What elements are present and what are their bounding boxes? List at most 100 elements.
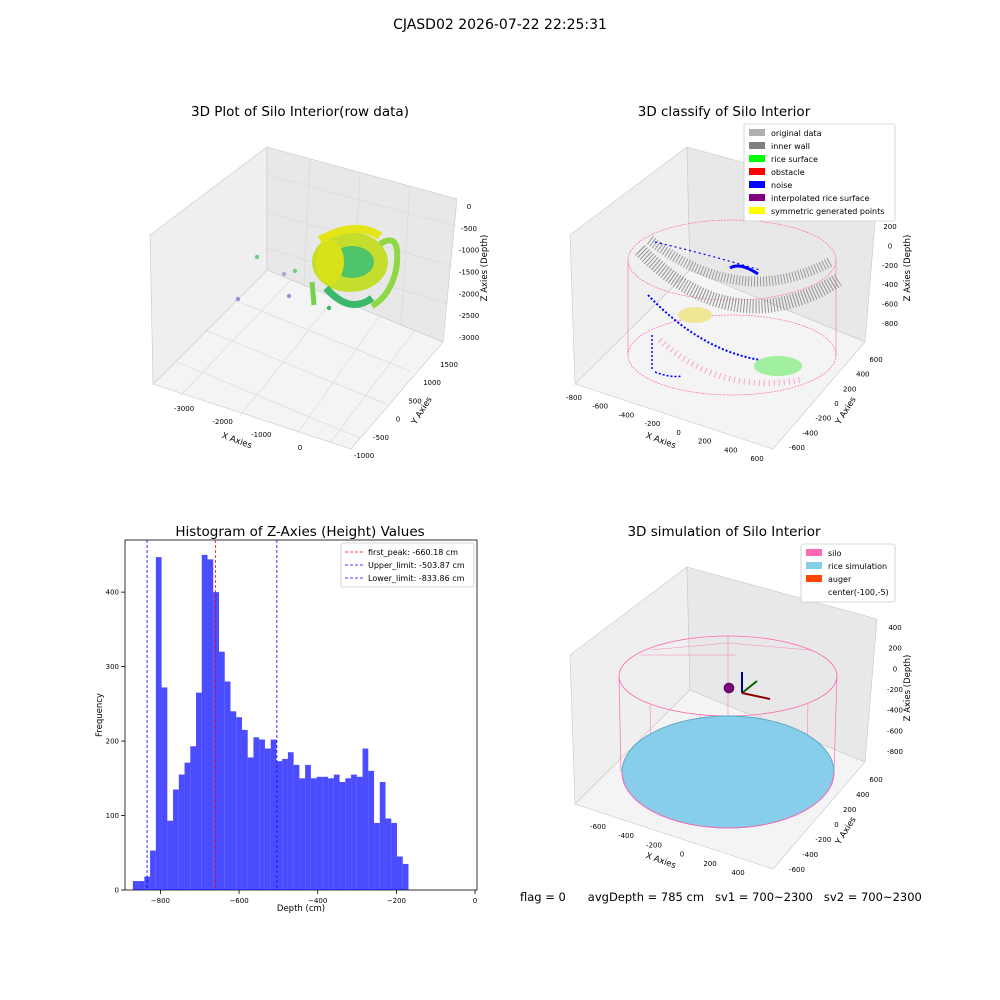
raw-xlabel: X Axies <box>220 431 253 451</box>
simulation-y-tick-label: 0 <box>834 821 838 829</box>
classify-y-tick-label: -200 <box>815 415 831 423</box>
raw-zlabel: Z Axies (Depth) <box>480 235 490 302</box>
simulation-legend-swatch <box>806 575 822 582</box>
classify-panel-title: 3D classify of Silo Interior <box>638 104 811 120</box>
histogram-bar <box>299 778 306 890</box>
histogram-ylabel: Frequency <box>95 693 105 737</box>
histogram-bar <box>224 681 231 890</box>
histogram-ytick-label: 400 <box>106 589 119 597</box>
classify-legend-swatch <box>749 181 765 188</box>
histogram-bar <box>270 739 277 890</box>
classify-xlabel: X Axies <box>644 431 677 451</box>
simulation-z-tick-label: -600 <box>887 727 903 735</box>
classify-legend-swatch <box>749 129 765 136</box>
histogram-title: Histogram of Z-Axies (Height) Values <box>175 524 424 540</box>
classify-legend: original data inner wall rice surface obsta… <box>743 123 896 222</box>
classify-zlabel: Z Axies (Depth) <box>903 235 913 302</box>
simulation-3d-panel: 3D simulation of Silo Interior -600 -400 -… <box>569 524 913 877</box>
classify-y-tick-label: 0 <box>834 400 838 408</box>
classify-x-tick-label: 0 <box>676 429 680 437</box>
status-sv1: sv1 = 700~2300 <box>715 890 813 904</box>
classify-point-cloud <box>627 219 842 396</box>
simulation-z-tick-label: -800 <box>887 748 903 756</box>
raw-y-tick-label: -500 <box>373 434 389 442</box>
classify-legend-swatch <box>749 207 765 214</box>
raw-z-tick-label: 0 <box>467 203 471 211</box>
histogram-legend: first_peak: -660.18 cm Upper_limit: -503.… <box>340 542 475 588</box>
histogram-bar <box>178 774 185 890</box>
raw-z-tick-label: -2000 <box>459 290 479 298</box>
histogram-ytick-label: 0 <box>115 887 119 895</box>
simulation-y-tick-label: -400 <box>802 851 818 859</box>
simulation-ylabel: Y Axies <box>833 815 859 848</box>
histogram-vlines <box>146 540 278 890</box>
simulation-x-tick-label: -600 <box>590 823 606 831</box>
simulation-xlabel: X Axies <box>644 851 677 871</box>
histogram-bar <box>201 554 208 890</box>
classify-legend-swatch <box>749 142 765 149</box>
simulation-x-tick-label: 200 <box>703 860 716 868</box>
histogram-bar <box>144 876 151 890</box>
raw-tick-labels: -3000 -2000 -1000 0 -1000 -500 0 500 1000 1500 0 -5… <box>174 203 479 460</box>
figure-suptitle: CJASD02 2026-07-22 22:25:31 <box>393 17 607 33</box>
classify-x-tick-label: 400 <box>724 446 737 454</box>
simulation-y-tick-label: 400 <box>856 791 869 799</box>
simulation-x-tick-label: -400 <box>618 832 634 840</box>
classify-z-tick-label: -400 <box>882 281 898 289</box>
histogram-legend-label: Upper_limit: -503.87 cm <box>368 561 465 570</box>
histogram-bar <box>150 850 156 890</box>
simulation-x-tick-label: -200 <box>646 841 662 849</box>
histogram-bar <box>345 778 352 890</box>
histogram-bar <box>230 711 237 890</box>
classify-legend-label: obstacle <box>771 168 805 177</box>
histogram-bar <box>391 822 398 890</box>
histogram-bar <box>351 774 357 890</box>
histogram-bar <box>259 739 265 890</box>
classify-y-tick-label: -400 <box>802 429 818 437</box>
histogram-panel: Histogram of Z-Axies (Height) Values −80… <box>95 524 478 914</box>
classify-z-tick-label: -800 <box>882 320 898 328</box>
simulation-legend-frame <box>800 543 896 603</box>
raw-x-tick-label: 0 <box>298 444 302 452</box>
raw-z-tick-label: -3000 <box>459 334 479 342</box>
histogram-bar <box>241 729 248 890</box>
classify-legend-label: symmetric generated points <box>771 207 884 216</box>
histogram-ticks: −800 −600 −400 −200 0 0 100 200 300 400 <box>106 589 478 905</box>
histogram-xtick-label: −200 <box>387 897 406 905</box>
histogram-bar <box>402 863 409 890</box>
histogram-bar <box>184 762 191 890</box>
raw-y-tick-label: -1000 <box>354 452 374 460</box>
simulation-legend: silo rice simulation auger center(-100,-5) <box>800 543 896 603</box>
classify-x-tick-label: -600 <box>592 403 608 411</box>
histogram-bar <box>397 856 403 890</box>
classify-x-tick-label: -200 <box>644 420 660 428</box>
simulation-z-tick-label: -400 <box>887 707 903 715</box>
classify-legend-label: original data <box>771 129 822 138</box>
histogram-bar <box>161 687 168 890</box>
histogram-bar <box>356 776 363 890</box>
raw-y-tick-label: 500 <box>408 397 421 405</box>
simulation-y-tick-label: -600 <box>789 866 805 874</box>
simulation-z-tick-label: 0 <box>893 665 897 673</box>
simulation-y-tick-label: 200 <box>843 806 856 814</box>
histogram-bar <box>339 782 346 890</box>
simulation-z-tick-label: 400 <box>888 624 901 632</box>
histogram-bar <box>385 818 392 890</box>
classify-legend-frame <box>743 123 896 222</box>
raw-floor-pane <box>152 269 444 450</box>
histogram-bar <box>276 761 283 890</box>
histogram-bar <box>253 737 260 890</box>
raw-point-cloud <box>235 224 401 311</box>
histogram-xtick-label: −800 <box>151 897 170 905</box>
raw-x-tick-label: -3000 <box>174 405 194 413</box>
histogram-ytick-label: 200 <box>106 738 119 746</box>
histogram-bar <box>322 776 329 890</box>
raw-y-tick-label: 1000 <box>423 379 441 387</box>
raw-3d-panel: 3D Plot of Silo Interior(row data) <box>149 104 490 460</box>
histogram-xtick-label: −600 <box>229 897 248 905</box>
simulation-legend-label: rice simulation <box>828 562 887 571</box>
histogram-bar <box>368 770 375 890</box>
histogram-bar <box>287 752 294 890</box>
histogram-legend-frame <box>340 542 475 588</box>
classify-z-tick-label: -200 <box>882 262 898 270</box>
